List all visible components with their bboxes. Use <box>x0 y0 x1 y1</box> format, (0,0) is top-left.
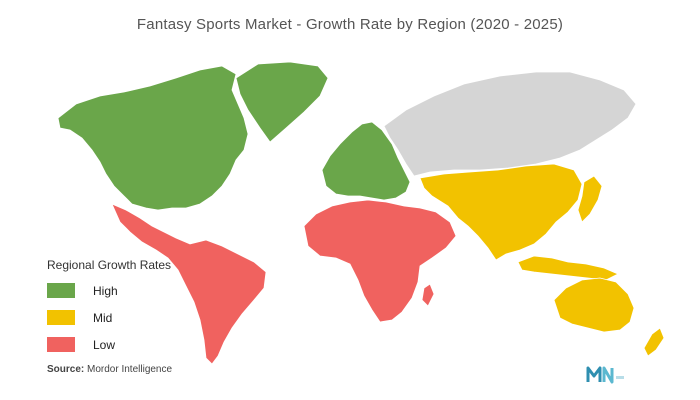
region-europe <box>321 121 411 201</box>
mordor-intelligence-logo <box>586 366 624 384</box>
map-title: Fantasy Sports Market - Growth Rate by R… <box>136 16 564 33</box>
region-japan <box>577 175 603 223</box>
legend-item-high: High <box>47 282 171 299</box>
legend-swatch-low <box>47 337 75 352</box>
region-madagascar <box>421 283 435 307</box>
legend-swatch-high <box>47 283 75 298</box>
legend-title: Regional Growth Rates <box>47 258 172 272</box>
legend-item-mid: Mid <box>47 309 171 326</box>
region-latin-america <box>111 203 267 365</box>
region-middle-east-africa <box>303 199 457 323</box>
legend-label-low: Low <box>93 337 116 352</box>
source-text: Mordor Intelligence <box>87 364 173 375</box>
region-north-america <box>57 65 249 211</box>
legend-label-high: High <box>93 283 118 298</box>
source-prefix: Source: <box>47 364 85 375</box>
legend-swatch-mid <box>47 310 75 325</box>
legend-item-low: Low <box>47 336 171 353</box>
legend-label-mid: Mid <box>93 310 113 325</box>
region-russia <box>383 71 637 177</box>
region-australia <box>553 277 635 333</box>
region-greenland <box>235 61 329 143</box>
region-asia-pacific <box>419 163 583 261</box>
region-new-zealand <box>643 327 665 357</box>
source-note: Source: Mordor Intelligence <box>47 364 172 375</box>
legend: Regional Growth Rates High Mid Low <box>47 258 171 363</box>
region-southeast-asia-islands <box>517 255 619 281</box>
